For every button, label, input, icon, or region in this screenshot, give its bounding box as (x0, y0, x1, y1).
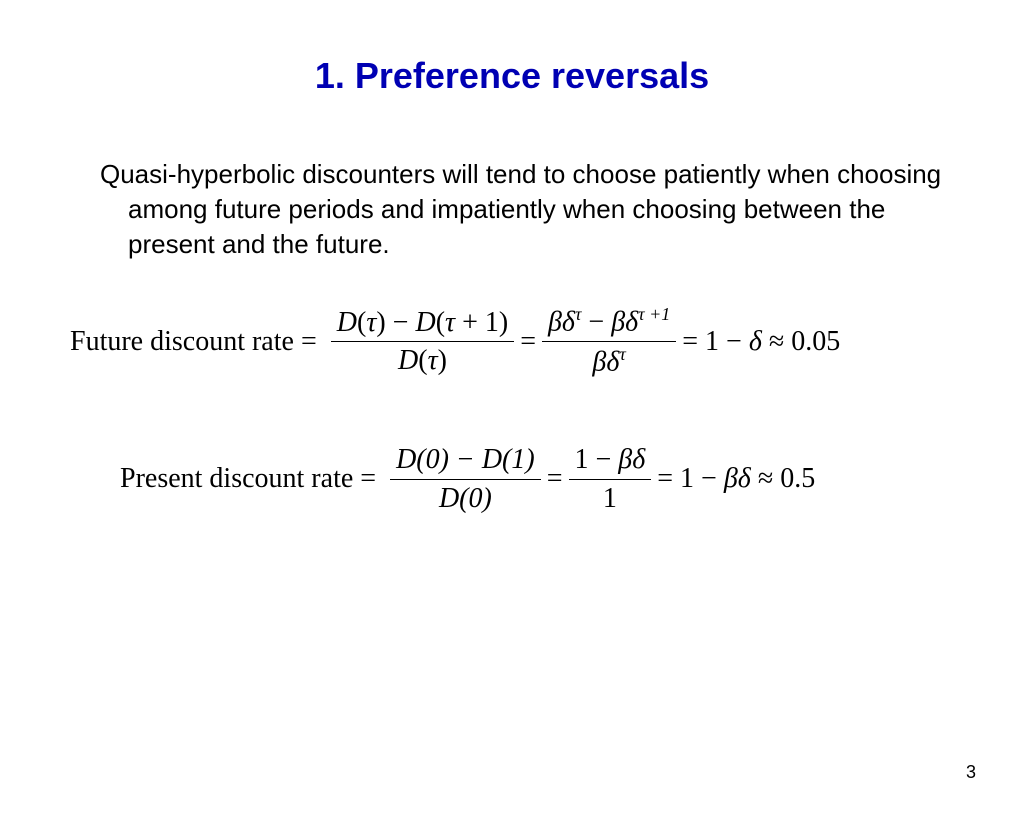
equation-future-rate: Future discount rate = D(τ) − D(τ + 1) D… (70, 302, 1024, 381)
eq1-f1n-e: − (386, 307, 416, 338)
slide-title: 1. Preference reversals (0, 55, 1024, 97)
eq1-f1n-b: ( (357, 307, 366, 338)
eq2-f2d: 1 (597, 480, 623, 518)
eq1-f1d-b: ( (418, 345, 427, 376)
body-paragraph: Quasi-hyperbolic discounters will tend t… (100, 157, 944, 262)
eq1-f1d-a: D (398, 345, 418, 376)
eq2-f1d: D(0) (439, 483, 492, 514)
eq1-f1n-g: ( (436, 307, 445, 338)
eq2-fraction2: 1 − βδ 1 (569, 441, 652, 517)
eq2-rhs-a: = 1 − (657, 463, 724, 494)
eq2-f2n-a: 1 − (575, 444, 619, 475)
page-number: 3 (966, 762, 976, 783)
eq1-f1n-i: + 1) (455, 307, 508, 338)
eq1-eqsign1: = (520, 326, 536, 358)
eq1-label: Future discount rate = (70, 326, 317, 358)
eq2-label: Present discount rate = (120, 463, 376, 495)
eq1-rhs-c: ≈ 0.05 (762, 326, 840, 357)
eq1-f1d-d: ) (438, 345, 447, 376)
eq1-fraction2: βδτ − βδτ +1 βδτ (542, 302, 676, 381)
eq2-rhs-c: ≈ 0.5 (751, 463, 815, 494)
eq2-eqsign1: = (547, 463, 563, 495)
eq1-f2d-a: βδ (592, 347, 619, 378)
eq1-f2n-c: βδ (611, 307, 638, 338)
eq1-f1n-f: D (415, 307, 435, 338)
eq2-rhs-b: βδ (724, 463, 751, 494)
eq2-f1n: D(0) − D(1) (396, 444, 535, 475)
eq1-f2d-s: τ (619, 344, 625, 364)
eq1-rhs-a: = 1 − (682, 326, 749, 357)
eq1-f1n-c: τ (366, 307, 376, 338)
eq1-f2n-b: − (581, 307, 611, 338)
eq1-f2n-a: βδ (548, 307, 575, 338)
eq1-f1n-d: ) (376, 307, 385, 338)
eq1-fraction1: D(τ) − D(τ + 1) D(τ) (331, 304, 514, 380)
eq2-f2n-b: βδ (618, 444, 645, 475)
eq1-f1d-c: τ (428, 345, 438, 376)
eq1-f1n-h: τ (445, 307, 455, 338)
eq1-f2n-s2: τ +1 (638, 304, 670, 324)
eq1-rhs-b: δ (749, 326, 762, 357)
eq1-f1n-a: D (337, 307, 357, 338)
equation-present-rate: Present discount rate = D(0) − D(1) D(0)… (120, 441, 1024, 517)
eq2-fraction1: D(0) − D(1) D(0) (390, 441, 541, 517)
